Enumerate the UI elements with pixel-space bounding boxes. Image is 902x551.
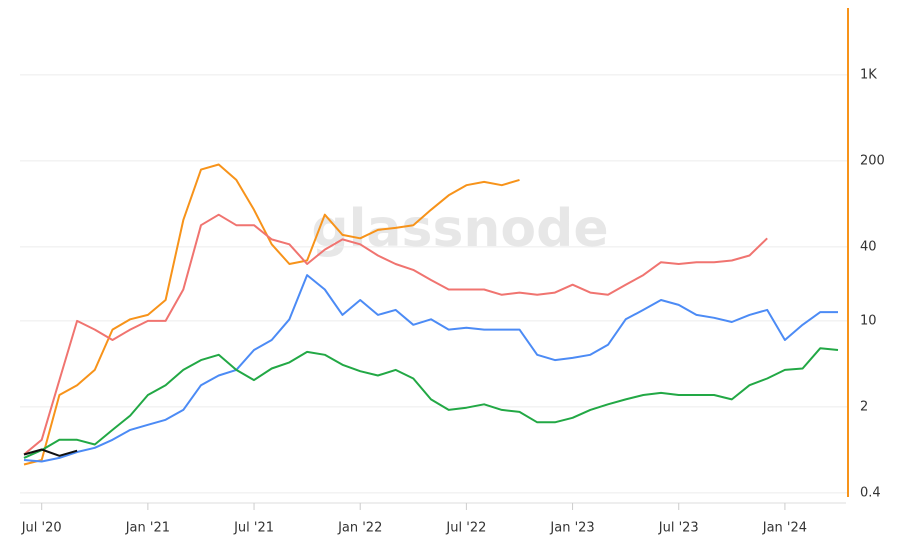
y-tick-label: 40 bbox=[860, 239, 877, 254]
series-line bbox=[23, 274, 838, 463]
x-tick-label: Jan '23 bbox=[549, 521, 594, 536]
watermark: glassnode bbox=[311, 199, 608, 259]
y-tick-label: 200 bbox=[860, 153, 885, 168]
x-tick-label: Jan '22 bbox=[337, 521, 382, 536]
grid bbox=[20, 74, 848, 494]
series-line bbox=[23, 448, 78, 457]
y-tick-label: 10 bbox=[860, 313, 877, 328]
y-tick-label: 2 bbox=[860, 399, 868, 414]
y-tick-label: 1K bbox=[860, 67, 877, 82]
x-tick-label: Jul '22 bbox=[445, 521, 486, 536]
x-tick-label: Jan '21 bbox=[125, 521, 170, 536]
series-line bbox=[23, 163, 520, 466]
y-tick-label: 0.4 bbox=[860, 485, 881, 500]
x-tick-label: Jul '21 bbox=[233, 521, 274, 536]
x-tick-label: Jan '24 bbox=[762, 521, 807, 536]
series-line bbox=[23, 213, 768, 456]
series-line bbox=[23, 347, 839, 459]
x-tick-label: Jul '20 bbox=[21, 521, 62, 536]
x-tick-label: Jul '23 bbox=[658, 521, 699, 536]
